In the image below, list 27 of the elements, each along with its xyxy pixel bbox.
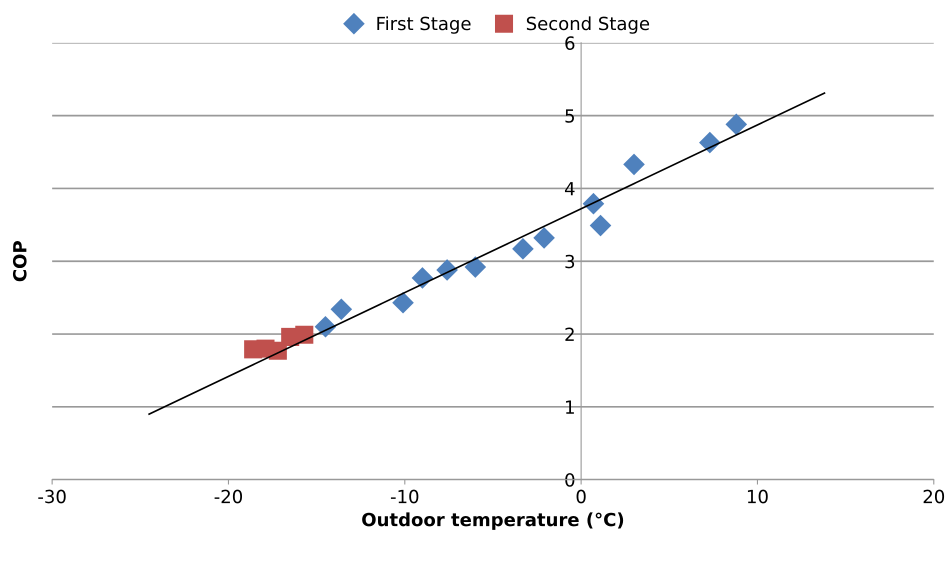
point [412, 267, 433, 288]
point [512, 238, 534, 260]
point [464, 256, 486, 278]
x-tick-label: 10 [748, 490, 768, 504]
x-axis-title: Outdoor temperature (°C) [362, 512, 624, 530]
point [624, 154, 645, 175]
y-tick-label: 2 [565, 327, 574, 341]
y-tick-label: 6 [565, 36, 574, 50]
legend-label: Second Stage [526, 16, 650, 34]
y-tick-label: 3 [565, 254, 574, 268]
y-axis-title: COP [12, 241, 27, 282]
x-tick-label: 0 [576, 490, 586, 504]
y-tick-label: 1 [566, 400, 574, 414]
point [534, 227, 555, 248]
point [330, 298, 352, 320]
point [392, 292, 414, 314]
y-tick-label: 0 [565, 473, 574, 487]
x-tick-label: -30 [38, 490, 66, 504]
point [726, 114, 747, 135]
x-tick-label: -10 [390, 490, 418, 504]
point [590, 215, 612, 236]
y-tick-label: 4 [564, 182, 575, 196]
x-tick-label: -20 [214, 490, 242, 504]
point [295, 326, 314, 344]
legend-label: First Stage [377, 16, 471, 34]
y-tick-label: 5 [565, 109, 574, 123]
x-tick-label: 20 [924, 490, 944, 504]
